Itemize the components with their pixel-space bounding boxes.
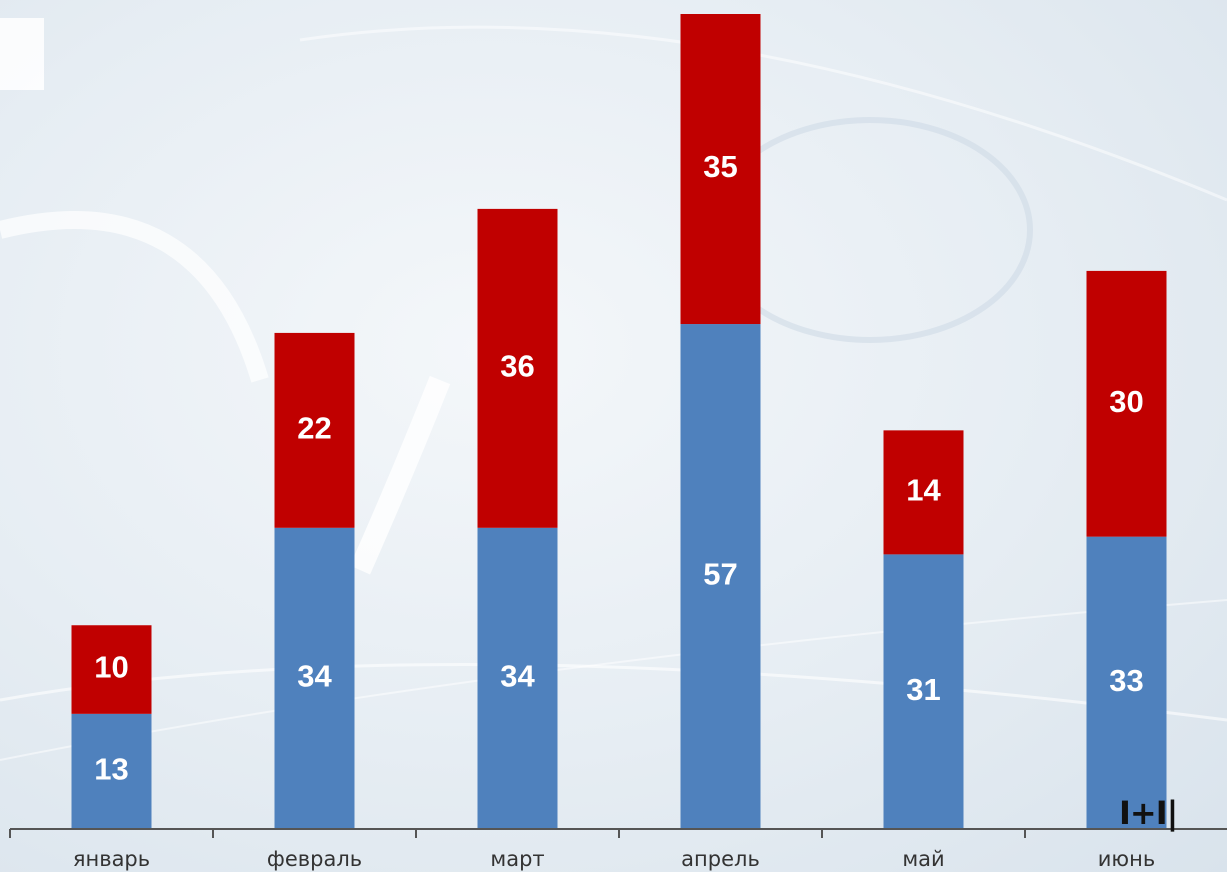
bar-segment-июнь-series-1 xyxy=(1086,536,1167,829)
x-tick-label-июнь: июнь xyxy=(1098,847,1155,871)
data-label-апрель-series-2: 35 xyxy=(703,149,737,184)
data-label-март-series-2: 36 xyxy=(500,349,534,384)
bar-segment-март-series-2 xyxy=(477,208,558,528)
bar-segment-февраль-series-2 xyxy=(274,332,355,528)
bar-segment-апрель-series-1 xyxy=(680,324,761,829)
x-tick-label-апрель: апрель xyxy=(681,847,760,871)
cross-logo-icon: I+I| xyxy=(1119,794,1178,832)
x-axis-ticks xyxy=(9,829,1026,838)
bar-segment-январь-series-1 xyxy=(71,713,152,829)
x-tick-label-январь: январь xyxy=(73,847,150,871)
bar-segment-июнь-series-2 xyxy=(1086,270,1167,537)
x-axis-tick-labels: январь февраль март апрель май июнь xyxy=(73,847,1155,871)
data-label-февраль-series-2: 22 xyxy=(297,411,331,446)
bar-segment-май-series-1 xyxy=(883,554,964,829)
x-tick-label-февраль: февраль xyxy=(267,847,362,871)
data-label-июнь-series-2: 30 xyxy=(1109,384,1143,419)
bars-group xyxy=(71,14,1167,829)
x-tick-label-март: март xyxy=(490,847,544,871)
data-label-январь-series-1: 13 xyxy=(94,752,128,787)
data-label-март-series-1: 34 xyxy=(500,659,535,694)
data-label-январь-series-2: 10 xyxy=(94,650,128,685)
data-label-апрель-series-1: 57 xyxy=(703,557,737,592)
data-labels-group: 13 10 34 22 34 36 57 35 31 14 33 30 xyxy=(94,149,1143,786)
bar-segment-май-series-2 xyxy=(883,430,964,555)
data-label-май-series-1: 31 xyxy=(906,672,940,707)
bar-segment-январь-series-2 xyxy=(71,625,152,714)
x-tick-label-май: май xyxy=(902,847,944,871)
bar-segment-февраль-series-1 xyxy=(274,527,355,829)
bar-segment-апрель-series-2 xyxy=(680,14,761,325)
data-label-июнь-series-1: 33 xyxy=(1109,663,1143,698)
data-label-май-series-2: 14 xyxy=(906,473,941,508)
data-label-февраль-series-1: 34 xyxy=(297,659,332,694)
bar-segment-март-series-1 xyxy=(477,527,558,829)
